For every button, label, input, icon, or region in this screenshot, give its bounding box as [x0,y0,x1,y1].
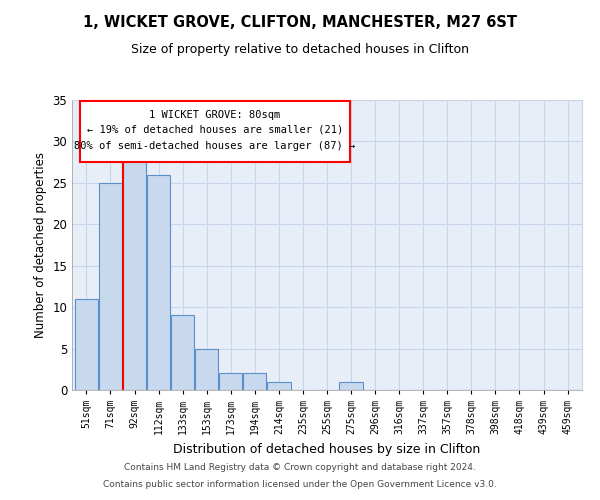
Bar [123,158,146,390]
X-axis label: Distribution of detached houses by size in Clifton: Distribution of detached houses by size … [173,442,481,456]
Text: 80% of semi-detached houses are larger (87) →: 80% of semi-detached houses are larger (… [74,142,355,152]
Bar [75,299,98,390]
FancyBboxPatch shape [80,102,350,162]
Bar [340,382,363,390]
Text: ← 19% of detached houses are smaller (21): ← 19% of detached houses are smaller (21… [86,124,343,134]
Text: Contains public sector information licensed under the Open Government Licence v3: Contains public sector information licen… [103,480,497,489]
Text: 1 WICKET GROVE: 80sqm: 1 WICKET GROVE: 80sqm [149,110,280,120]
Bar [99,183,122,390]
Text: Size of property relative to detached houses in Clifton: Size of property relative to detached ho… [131,42,469,56]
Y-axis label: Number of detached properties: Number of detached properties [34,152,47,338]
Text: Contains HM Land Registry data © Crown copyright and database right 2024.: Contains HM Land Registry data © Crown c… [124,464,476,472]
Bar [171,316,194,390]
Text: 1, WICKET GROVE, CLIFTON, MANCHESTER, M27 6ST: 1, WICKET GROVE, CLIFTON, MANCHESTER, M2… [83,15,517,30]
Bar [219,374,242,390]
Bar [195,348,218,390]
Bar [243,374,266,390]
Bar [147,174,170,390]
Bar [267,382,290,390]
